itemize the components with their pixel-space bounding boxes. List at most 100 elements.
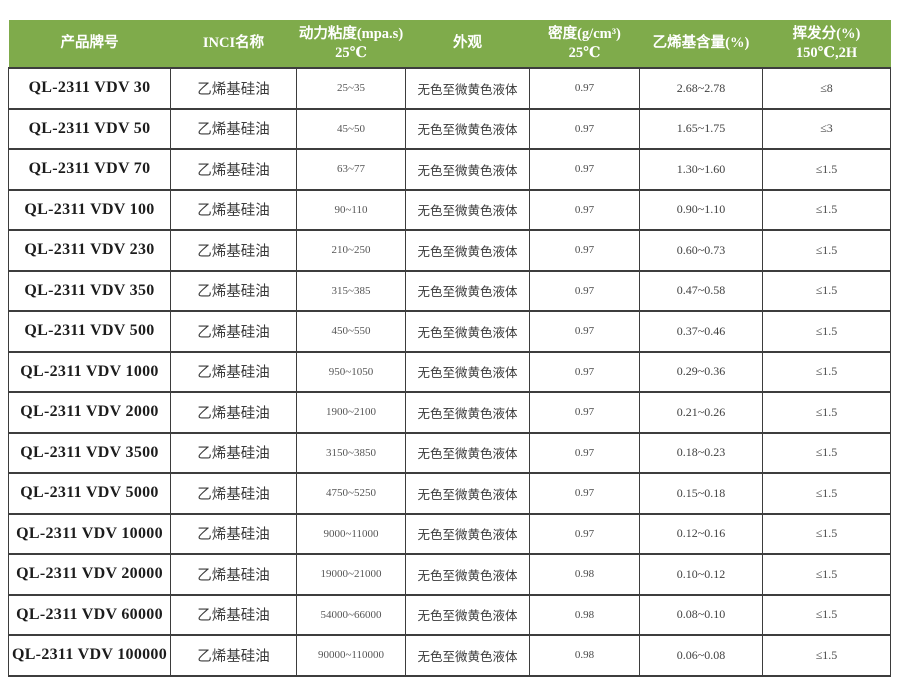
cell-vinyl-content: 1.30~1.60	[639, 148, 763, 191]
cell-vinyl-content: 0.10~0.12	[639, 553, 763, 596]
product-spec-table-container: 产品牌号 INCI名称 动力粘度(mpa.s) 25℃ 外观 密度(g/cm³)…	[8, 20, 891, 677]
cell-product-brand: QL-2311 VDV 100	[8, 188, 171, 231]
col-header-viscosity: 动力粘度(mpa.s) 25℃	[296, 20, 406, 68]
table-row: QL-2311 VDV 20000 乙烯基硅油 19000~21000 无色至微黄色液…	[8, 553, 891, 596]
cell-viscosity: 45~50	[296, 107, 406, 150]
cell-appearance: 无色至微黄色液体	[405, 229, 530, 272]
cell-volatile: ≤1.5	[762, 553, 891, 596]
cell-vinyl-content: 2.68~2.78	[639, 67, 763, 110]
cell-inci-name: 乙烯基硅油	[170, 634, 297, 677]
cell-inci-name: 乙烯基硅油	[170, 188, 297, 231]
cell-inci-name: 乙烯基硅油	[170, 472, 297, 515]
product-spec-table: 产品牌号 INCI名称 动力粘度(mpa.s) 25℃ 外观 密度(g/cm³)…	[8, 20, 891, 677]
cell-inci-name: 乙烯基硅油	[170, 391, 297, 434]
cell-volatile: ≤1.5	[762, 350, 891, 393]
cell-appearance: 无色至微黄色液体	[405, 431, 530, 474]
cell-vinyl-content: 0.29~0.36	[639, 350, 763, 393]
cell-inci-name: 乙烯基硅油	[170, 553, 297, 596]
cell-appearance: 无色至微黄色液体	[405, 472, 530, 515]
cell-density: 0.97	[529, 472, 640, 515]
cell-viscosity: 1900~2100	[296, 391, 406, 434]
cell-appearance: 无色至微黄色液体	[405, 107, 530, 150]
cell-volatile: ≤1.5	[762, 593, 891, 636]
cell-appearance: 无色至微黄色液体	[405, 188, 530, 231]
cell-inci-name: 乙烯基硅油	[170, 269, 297, 312]
cell-volatile: ≤1.5	[762, 188, 891, 231]
col-header-inci-name: INCI名称	[170, 20, 297, 68]
cell-viscosity: 19000~21000	[296, 553, 406, 596]
col-header-volatile: 挥发分(%) 150℃,2H	[762, 20, 891, 68]
table-row: QL-2311 VDV 1000 乙烯基硅油 950~1050 无色至微黄色液体 0.9…	[8, 350, 891, 393]
cell-inci-name: 乙烯基硅油	[170, 350, 297, 393]
cell-volatile: ≤1.5	[762, 310, 891, 353]
cell-product-brand: QL-2311 VDV 20000	[8, 553, 171, 596]
cell-viscosity: 63~77	[296, 148, 406, 191]
table-row: QL-2311 VDV 5000 乙烯基硅油 4750~5250 无色至微黄色液体 0.…	[8, 472, 891, 515]
table-row: QL-2311 VDV 500 乙烯基硅油 450~550 无色至微黄色液体 0.97 0…	[8, 310, 891, 353]
cell-density: 0.97	[529, 391, 640, 434]
table-row: QL-2311 VDV 10000 乙烯基硅油 9000~11000 无色至微黄色液体…	[8, 512, 891, 555]
cell-inci-name: 乙烯基硅油	[170, 512, 297, 555]
cell-density: 0.98	[529, 553, 640, 596]
cell-vinyl-content: 1.65~1.75	[639, 107, 763, 150]
table-body: QL-2311 VDV 30 乙烯基硅油 25~35 无色至微黄色液体 0.97 2.68…	[8, 67, 891, 677]
table-row: QL-2311 VDV 2000 乙烯基硅油 1900~2100 无色至微黄色液体 0.…	[8, 391, 891, 434]
cell-appearance: 无色至微黄色液体	[405, 391, 530, 434]
cell-product-brand: QL-2311 VDV 100000	[8, 634, 171, 677]
cell-volatile: ≤1.5	[762, 512, 891, 555]
cell-viscosity: 315~385	[296, 269, 406, 312]
cell-product-brand: QL-2311 VDV 3500	[8, 431, 171, 474]
table-row: QL-2311 VDV 30 乙烯基硅油 25~35 无色至微黄色液体 0.97 2.68…	[8, 67, 891, 110]
cell-appearance: 无色至微黄色液体	[405, 553, 530, 596]
table-row: QL-2311 VDV 100000 乙烯基硅油 90000~110000 无色至微黄…	[8, 634, 891, 677]
cell-density: 0.98	[529, 593, 640, 636]
cell-volatile: ≤8	[762, 67, 891, 110]
cell-viscosity: 90000~110000	[296, 634, 406, 677]
cell-inci-name: 乙烯基硅油	[170, 593, 297, 636]
cell-product-brand: QL-2311 VDV 5000	[8, 472, 171, 515]
cell-vinyl-content: 0.37~0.46	[639, 310, 763, 353]
table-row: QL-2311 VDV 230 乙烯基硅油 210~250 无色至微黄色液体 0.97 0…	[8, 229, 891, 272]
cell-product-brand: QL-2311 VDV 70	[8, 148, 171, 191]
cell-product-brand: QL-2311 VDV 500	[8, 310, 171, 353]
cell-density: 0.97	[529, 229, 640, 272]
table-row: QL-2311 VDV 3500 乙烯基硅油 3150~3850 无色至微黄色液体 0.…	[8, 431, 891, 474]
cell-inci-name: 乙烯基硅油	[170, 310, 297, 353]
cell-product-brand: QL-2311 VDV 60000	[8, 593, 171, 636]
cell-volatile: ≤1.5	[762, 634, 891, 677]
table-row: QL-2311 VDV 60000 乙烯基硅油 54000~66000 无色至微黄色液…	[8, 593, 891, 636]
cell-vinyl-content: 0.15~0.18	[639, 472, 763, 515]
cell-viscosity: 3150~3850	[296, 431, 406, 474]
cell-volatile: ≤1.5	[762, 148, 891, 191]
col-header-density: 密度(g/cm³) 25℃	[529, 20, 640, 68]
table-row: QL-2311 VDV 50 乙烯基硅油 45~50 无色至微黄色液体 0.97 1.65…	[8, 107, 891, 150]
col-header-product-brand: 产品牌号	[8, 20, 171, 68]
cell-inci-name: 乙烯基硅油	[170, 431, 297, 474]
cell-viscosity: 90~110	[296, 188, 406, 231]
cell-product-brand: QL-2311 VDV 230	[8, 229, 171, 272]
cell-vinyl-content: 0.12~0.16	[639, 512, 763, 555]
cell-viscosity: 210~250	[296, 229, 406, 272]
cell-vinyl-content: 0.90~1.10	[639, 188, 763, 231]
cell-volatile: ≤1.5	[762, 269, 891, 312]
cell-viscosity: 9000~11000	[296, 512, 406, 555]
cell-vinyl-content: 0.08~0.10	[639, 593, 763, 636]
header-row: 产品牌号 INCI名称 动力粘度(mpa.s) 25℃ 外观 密度(g/cm³)…	[8, 20, 891, 68]
cell-appearance: 无色至微黄色液体	[405, 512, 530, 555]
cell-density: 0.97	[529, 512, 640, 555]
cell-density: 0.97	[529, 431, 640, 474]
table-row: QL-2311 VDV 70 乙烯基硅油 63~77 无色至微黄色液体 0.97 1.30…	[8, 148, 891, 191]
cell-volatile: ≤1.5	[762, 431, 891, 474]
cell-vinyl-content: 0.47~0.58	[639, 269, 763, 312]
cell-product-brand: QL-2311 VDV 10000	[8, 512, 171, 555]
cell-density: 0.97	[529, 350, 640, 393]
cell-product-brand: QL-2311 VDV 30	[8, 67, 171, 110]
cell-vinyl-content: 0.21~0.26	[639, 391, 763, 434]
cell-appearance: 无色至微黄色液体	[405, 67, 530, 110]
cell-density: 0.97	[529, 269, 640, 312]
cell-density: 0.97	[529, 310, 640, 353]
cell-volatile: ≤3	[762, 107, 891, 150]
cell-vinyl-content: 0.06~0.08	[639, 634, 763, 677]
cell-density: 0.97	[529, 67, 640, 110]
cell-volatile: ≤1.5	[762, 391, 891, 434]
